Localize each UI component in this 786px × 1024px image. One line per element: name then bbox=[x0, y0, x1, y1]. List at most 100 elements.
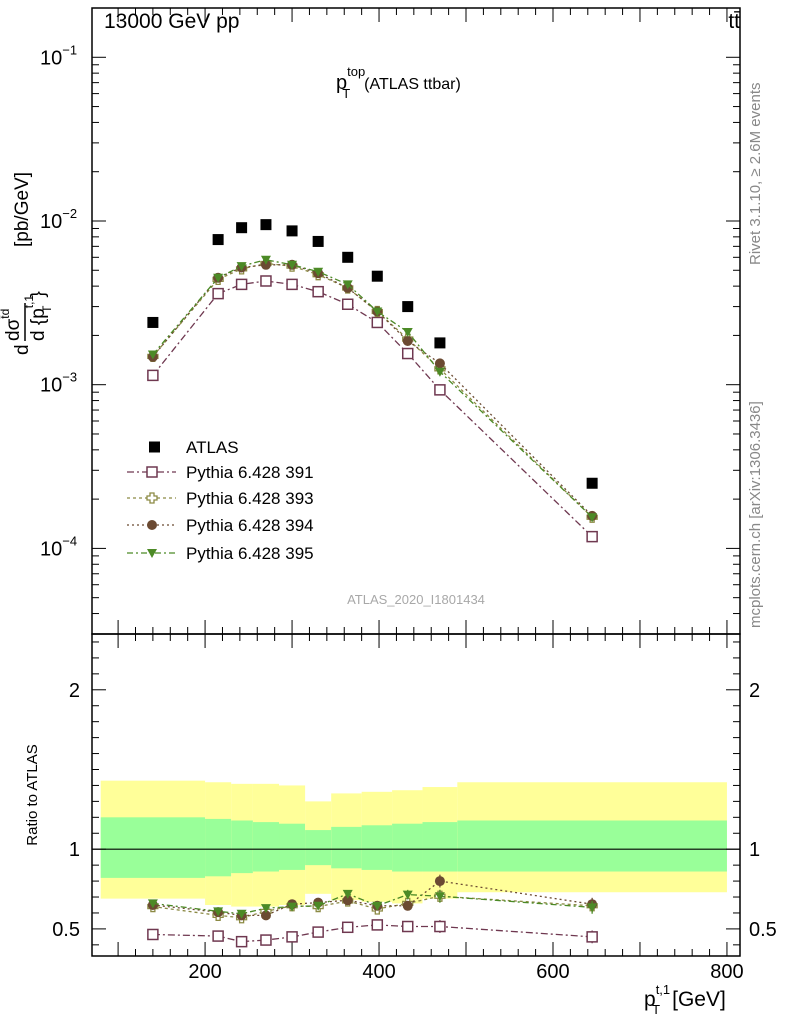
marker-filled-triangle bbox=[372, 901, 383, 911]
y-axis-title-top: d dσt̄d d {pt,1T} [pb/GeV] bbox=[0, 172, 54, 355]
x-tick-label: 200 bbox=[188, 961, 221, 983]
y-tick-label-ratio-right: 1 bbox=[749, 839, 760, 861]
x-tick-label: 600 bbox=[536, 961, 569, 983]
marker-filled-triangle bbox=[213, 273, 224, 283]
y-tick-label-ratio-left: 1 bbox=[69, 839, 80, 861]
marker-open-square bbox=[434, 920, 446, 933]
marker-filled-square bbox=[402, 301, 414, 313]
marker-filled-square bbox=[312, 235, 324, 247]
band-inner-bin bbox=[457, 820, 727, 872]
marker-open-square bbox=[212, 930, 224, 942]
y-tick-label-ratio-left: 0.5 bbox=[52, 919, 80, 941]
marker-filled-triangle bbox=[287, 260, 298, 270]
marker-open-square bbox=[146, 466, 158, 478]
marker-open-square bbox=[371, 919, 384, 931]
marker-filled-triangle bbox=[147, 899, 158, 909]
marker-filled-triangle bbox=[313, 267, 324, 277]
series-atlas-data bbox=[147, 219, 598, 489]
marker-open-square bbox=[586, 530, 598, 543]
rivet-version-label: Rivet 3.1.10, ≥ 2.6M events bbox=[747, 83, 764, 266]
plot-title: ptop T(ATLAS ttbar) bbox=[336, 64, 461, 101]
marker-open-square bbox=[286, 931, 298, 943]
mcplots-label: mcplots.cern.ch [arXiv:1306.3436] bbox=[747, 401, 764, 628]
marker-filled-triangle bbox=[434, 892, 445, 902]
marker-filled-circle bbox=[434, 876, 445, 887]
marker-filled-circle bbox=[260, 259, 271, 270]
marker-open-square bbox=[235, 935, 248, 948]
analysis-watermark: ATLAS_2020_I1801434 bbox=[347, 592, 485, 607]
marker-filled-circle bbox=[434, 358, 445, 369]
x-axis-ticks: 200 400 600 800 bbox=[117, 8, 744, 983]
marker-open-square bbox=[586, 931, 598, 943]
y-axis-title-ratio: Ratio to ATLAS bbox=[24, 744, 41, 845]
top-axis-ticks: 10−1 10−2 10−3 10−4 bbox=[40, 7, 740, 635]
marker-filled-circle bbox=[260, 910, 271, 921]
ratio-panel-frame bbox=[91, 633, 741, 957]
y-tick-label-ratio-right: 2 bbox=[749, 680, 760, 702]
x-axis-title: pt,1 T [GeV] bbox=[644, 982, 726, 1017]
legend-marker-atlas bbox=[149, 441, 160, 453]
marker-filled-triangle bbox=[434, 367, 445, 377]
marker-filled-circle bbox=[147, 520, 157, 530]
legend-label: Pythia 6.428 393 bbox=[186, 489, 314, 508]
marker-filled-triangle bbox=[236, 262, 247, 272]
y-tick-label-ratio-left: 2 bbox=[69, 680, 80, 702]
band-inner-bin bbox=[205, 818, 232, 877]
marker-open-square bbox=[312, 926, 324, 938]
svg-text:d: d bbox=[12, 344, 33, 355]
band-inner-bin bbox=[361, 825, 393, 870]
marker-filled-square bbox=[586, 477, 598, 489]
svg-text:d {pt,1T}: d {pt,1T} bbox=[22, 291, 54, 341]
top-panel-frame bbox=[91, 7, 741, 635]
x-tick-label: 400 bbox=[362, 961, 395, 983]
legend: ATLAS Pythia 6.428 391 Pythia 6.428 393 Pyt… bbox=[127, 438, 314, 563]
band-inner-bin bbox=[392, 823, 423, 872]
marker-open-square bbox=[434, 384, 446, 396]
marker-filled-triangle bbox=[147, 350, 158, 360]
marker-filled-triangle bbox=[260, 904, 271, 914]
y-tick-label-ratio-right: 0.5 bbox=[749, 919, 777, 941]
marker-open-square bbox=[260, 934, 272, 946]
legend-label: Pythia 6.428 394 bbox=[186, 516, 314, 535]
ratio-axis-ticks: 2 2 1 1 0.5 0.5 bbox=[52, 641, 777, 946]
band-inner-bin bbox=[231, 820, 253, 874]
marker-open-square bbox=[147, 369, 159, 382]
marker-open-square bbox=[341, 298, 354, 311]
marker-filled-triangle bbox=[402, 327, 413, 337]
series-pythia-6-428-391 bbox=[147, 275, 598, 948]
marker-filled-triangle bbox=[587, 513, 598, 523]
marker-filled-circle bbox=[402, 900, 413, 911]
series-layer bbox=[147, 219, 598, 948]
series-line-top bbox=[152, 280, 593, 538]
legend-label-atlas: ATLAS bbox=[186, 438, 239, 457]
marker-filled-triangle bbox=[402, 890, 413, 900]
marker-filled-square bbox=[147, 316, 159, 328]
y-tick-label-top: 10−4 bbox=[40, 533, 77, 560]
y-tick-label-top: 10−3 bbox=[40, 370, 77, 397]
marker-filled-triangle bbox=[587, 903, 598, 913]
series-pythia-6-428-395 bbox=[147, 255, 598, 919]
uncertainty-bands bbox=[92, 780, 740, 907]
x-tick-label: 800 bbox=[710, 961, 743, 983]
legend-label: Pythia 6.428 391 bbox=[186, 463, 314, 482]
band-inner-bin bbox=[279, 823, 306, 870]
band-inner-bin bbox=[100, 817, 206, 878]
marker-open-square bbox=[401, 920, 414, 933]
panel-frames bbox=[91, 7, 741, 957]
marker-filled-triangle bbox=[260, 255, 271, 265]
marker-open-square bbox=[260, 275, 272, 287]
marker-filled-triangle bbox=[147, 549, 157, 558]
series-line-ratio bbox=[152, 895, 593, 919]
marker-filled-square bbox=[434, 337, 446, 349]
marker-filled-circle bbox=[342, 895, 353, 906]
band-inner-bin bbox=[331, 826, 362, 869]
marker-open-square bbox=[312, 285, 324, 298]
marker-filled-square bbox=[212, 234, 224, 246]
series-line-ratio bbox=[152, 880, 593, 917]
band-inner-bin bbox=[305, 830, 332, 866]
marker-filled-circle bbox=[402, 335, 413, 346]
marker-open-square bbox=[235, 278, 248, 291]
legend-label: Pythia 6.428 395 bbox=[186, 544, 314, 563]
marker-filled-square bbox=[260, 219, 272, 231]
marker-filled-square bbox=[371, 270, 383, 282]
